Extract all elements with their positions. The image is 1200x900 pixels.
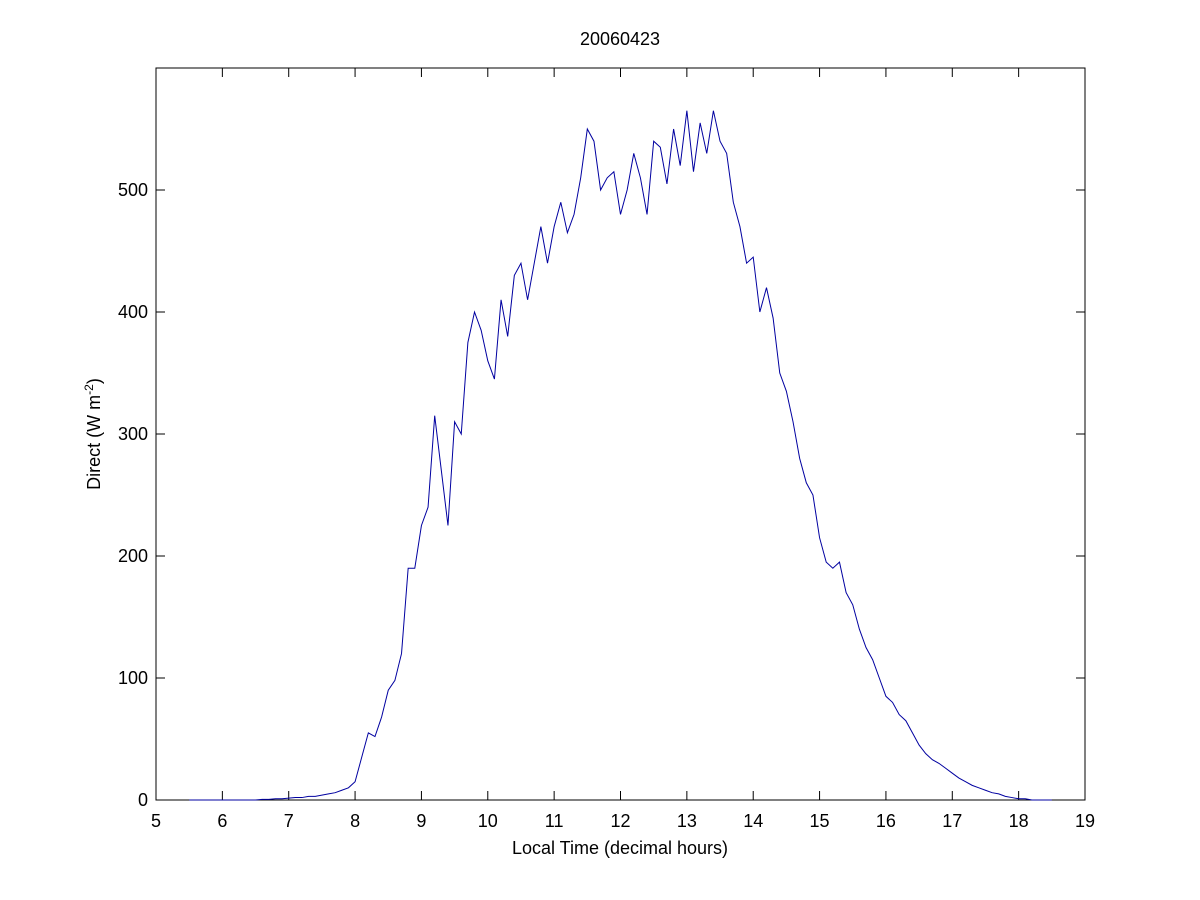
x-tick-label: 9 xyxy=(416,811,426,831)
data-line xyxy=(189,110,1052,801)
x-tick-label: 16 xyxy=(876,811,896,831)
y-tick-label: 200 xyxy=(118,546,148,566)
x-tick-label: 6 xyxy=(217,811,227,831)
x-tick-label: 18 xyxy=(1009,811,1029,831)
plot-area xyxy=(155,67,1086,801)
x-tick-label: 15 xyxy=(810,811,830,831)
y-tick-label: 500 xyxy=(118,180,148,200)
y-tick-label: 100 xyxy=(118,668,148,688)
x-tick-label: 13 xyxy=(677,811,697,831)
x-tick-label: 11 xyxy=(545,811,564,831)
y-tick-label: 400 xyxy=(118,302,148,322)
x-tick-label: 7 xyxy=(284,811,294,831)
x-tick-label: 8 xyxy=(350,811,360,831)
x-tick-label: 10 xyxy=(478,811,498,831)
x-axis-label: Local Time (decimal hours) xyxy=(512,838,728,858)
x-tick-label: 17 xyxy=(942,811,962,831)
y-tick-label: 0 xyxy=(138,790,148,810)
y-label-suffix: ) xyxy=(84,378,104,384)
y-label-text: Direct (W m xyxy=(84,395,104,490)
y-axis-label: Direct (W m-2) xyxy=(82,378,104,490)
chart-title: 20060423 xyxy=(580,29,660,49)
x-tick-label: 14 xyxy=(743,811,763,831)
y-tick-label: 300 xyxy=(118,424,148,444)
x-tick-label: 5 xyxy=(151,811,161,831)
x-tick-label: 19 xyxy=(1075,811,1095,831)
x-tick-label: 12 xyxy=(610,811,630,831)
y-label-superscript: -2 xyxy=(82,384,96,395)
